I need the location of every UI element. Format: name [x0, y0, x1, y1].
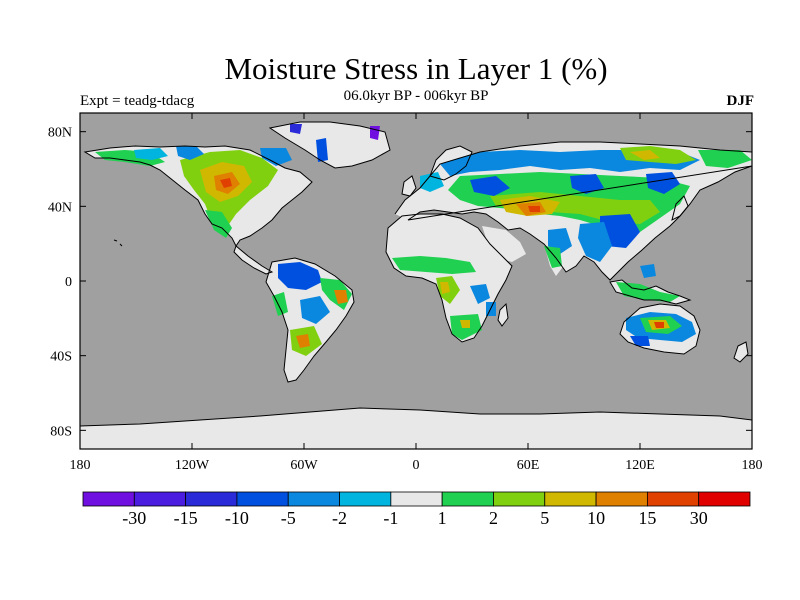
australia-coastline	[619, 303, 701, 355]
lat-tick-label: 80S	[50, 424, 72, 439]
colorbar-label: 1	[438, 508, 447, 528]
colorbar-swatch	[339, 491, 392, 507]
negative-anomaly-region	[600, 214, 640, 248]
colorbar-label: 10	[587, 508, 605, 528]
colorbar-label: -5	[281, 508, 296, 528]
map-title: Moisture Stress in Layer 1 (%)	[224, 51, 608, 86]
negative-anomaly-region	[278, 262, 322, 290]
positive-anomaly-region	[392, 256, 476, 274]
colorbar-swatch	[133, 491, 187, 507]
negative-anomaly-region	[470, 176, 510, 196]
positive-anomaly-region	[220, 178, 232, 188]
new-zealand-coastline	[733, 341, 749, 363]
colorbar-swatch	[185, 491, 238, 507]
lat-tick-label: 40N	[48, 200, 72, 215]
colorbar-swatch	[493, 491, 546, 507]
greenland-coastline	[268, 121, 391, 169]
antarctica-landmass	[80, 408, 752, 449]
positive-anomaly-region	[698, 150, 752, 168]
colorbar-label: 30	[690, 508, 708, 528]
north-america-coastline	[83, 145, 313, 247]
colorbar-swatch	[236, 491, 289, 507]
negative-anomaly-region	[316, 138, 328, 162]
negative-anomaly-region	[578, 222, 612, 262]
coastlines	[80, 121, 752, 427]
antarctica-coastline	[80, 407, 752, 427]
lon-tick-label: 60E	[517, 458, 540, 473]
colorbar-label: 5	[540, 508, 549, 528]
british-isles-coastline	[401, 175, 417, 197]
positive-anomaly-region	[460, 320, 470, 328]
scandinavia-coastline	[429, 145, 473, 181]
negative-anomaly-region	[290, 124, 302, 134]
lon-tick-label: 120E	[625, 458, 655, 473]
season-label: DJF	[726, 93, 755, 109]
map-subtitle: 06.0kyr BP - 006kyr BP	[343, 88, 489, 104]
lat-tick-label: 0	[65, 275, 72, 290]
south-america-coastline	[265, 257, 355, 383]
positive-anomaly-region	[528, 206, 540, 212]
madagascar-coastline	[497, 302, 509, 327]
positive-anomaly-region	[654, 322, 664, 328]
lat-tick-label: 40S	[50, 350, 72, 365]
colorbar-swatch	[441, 491, 494, 507]
moisture-stress-field	[95, 124, 752, 356]
longitude-axis: 180 120W 60W 0 60E 120E 180	[70, 113, 763, 473]
positive-anomaly-region	[544, 246, 562, 268]
negative-anomaly-region	[570, 174, 604, 194]
colorbar-label: -10	[225, 508, 249, 528]
colorbar-label: 15	[638, 508, 656, 528]
japan-coastline	[671, 195, 689, 221]
maritime-asia-coastline	[609, 279, 692, 305]
latitude-axis: 80N 40N 0 40S 80S	[48, 126, 752, 439]
positive-anomaly-region	[620, 146, 696, 164]
hawaii-islands	[113, 239, 123, 247]
lon-tick-label: 180	[70, 458, 91, 473]
positive-anomaly-region	[272, 292, 288, 316]
central-america-coastline	[233, 245, 274, 275]
negative-anomaly-region	[646, 172, 680, 194]
colorbar-swatch	[595, 491, 648, 507]
colorbar-label: -15	[174, 508, 198, 528]
colorbar-label: -30	[122, 508, 146, 528]
negative-anomaly-region	[300, 296, 330, 324]
lon-tick-label: 0	[413, 458, 420, 473]
lat-tick-label: 80N	[48, 126, 72, 141]
negative-anomaly-region	[470, 284, 490, 304]
colorbar-label: -2	[332, 508, 347, 528]
negative-anomaly-region	[640, 264, 656, 278]
positive-anomaly-region	[334, 290, 348, 304]
colorbar-swatch	[646, 491, 700, 507]
negative-anomaly-region	[134, 148, 168, 160]
positive-anomaly-region	[440, 282, 450, 294]
colorbar-swatch	[390, 491, 443, 507]
negative-anomaly-region	[630, 336, 650, 346]
negative-anomaly-region	[420, 172, 444, 192]
africa-coastline	[385, 213, 513, 343]
negative-anomaly-region	[176, 146, 204, 160]
colorbar-swatch	[698, 491, 751, 507]
colorbar-swatch	[287, 491, 340, 507]
arabia-landmass	[482, 226, 526, 262]
colorbar: -30 -15 -10 -5 -2 -1 1 2 5 10 15 30	[82, 491, 751, 528]
negative-anomaly-region	[260, 148, 292, 166]
lon-tick-label: 120W	[175, 458, 210, 473]
positive-anomaly-region	[296, 334, 310, 348]
colorbar-label: -1	[383, 508, 398, 528]
map-field	[80, 121, 752, 449]
lon-tick-label: 180	[742, 458, 763, 473]
positive-anomaly-region	[630, 150, 660, 160]
japan-landmass	[672, 196, 688, 220]
lon-tick-label: 60W	[290, 458, 318, 473]
experiment-label: Expt = teadg-tdacg	[80, 93, 195, 109]
colorbar-swatch	[544, 491, 597, 507]
colorbar-label: 2	[489, 508, 498, 528]
colorbar-swatch	[82, 491, 135, 507]
